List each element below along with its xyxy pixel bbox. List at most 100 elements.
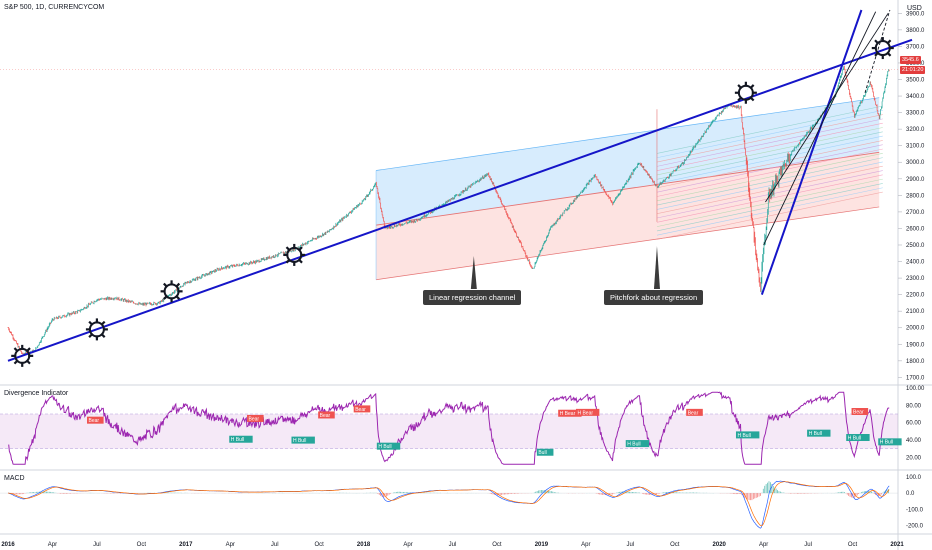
price-tick-label-7: 2400.0: [906, 260, 925, 266]
time-tick-label-4: 2017: [179, 542, 193, 548]
pitchfork-line-20: [656, 105, 883, 154]
divergence-tag-bg-3: [353, 405, 371, 413]
time-tick-label-8: 2018: [357, 542, 371, 548]
price-tick-label-15: 3200.0: [906, 127, 925, 133]
regression-channel-upper-fill: [376, 97, 880, 226]
time-tick-label-11: Oct: [492, 542, 502, 548]
divergence-tag-label-12: H Bull: [627, 441, 640, 447]
divergence-tag-label-9: H Bull: [293, 438, 306, 444]
divergence-tag-bg-1: [247, 414, 264, 422]
price-tick-label-3: 2000.0: [906, 326, 925, 332]
price-tick-label-17: 3400.0: [906, 94, 925, 100]
divergence-tag-label-10: H Bull: [378, 444, 391, 450]
divergence-rsi-line: [8, 391, 890, 465]
divergence-tag-label-16: H Bull: [880, 440, 893, 446]
gear-marker-2: [160, 280, 183, 303]
time-tick-label-12: 2019: [535, 542, 549, 548]
divergence-tag-label-13: H Bull: [737, 433, 750, 439]
divergence-tag-bg-16: [878, 438, 902, 446]
gear-ring: [88, 321, 105, 338]
divergence-tick-label-4: 100.00: [906, 386, 925, 392]
pitchfork-line-9: [656, 153, 883, 202]
pitchfork-line-0: [656, 191, 883, 240]
time-tick-label-15: Oct: [670, 542, 680, 548]
price-tick-label-21: 3800.0: [906, 28, 925, 34]
macd-tick-label-3: 100.0: [906, 475, 922, 481]
divergence-tag-label-7: Bear: [853, 409, 864, 415]
pitchfork-line-17: [656, 118, 883, 167]
time-tick-label-1: Apr: [48, 542, 57, 548]
divergence-tick-label-3: 80.00: [906, 403, 922, 409]
annotation-pointer-linear: [470, 256, 477, 289]
price-tick-label-18: 3500.0: [906, 78, 925, 84]
time-tick-label-9: Apr: [403, 542, 412, 548]
gear-ring: [286, 246, 303, 263]
pitchfork-line-3: [656, 178, 883, 227]
pitchfork-line-15: [656, 127, 883, 176]
divergence-tag-label-15: H Bull: [848, 435, 861, 441]
pitchfork-line-12: [656, 140, 883, 189]
time-tick-label-0: 2016: [1, 542, 15, 548]
divergence-tick-label-0: 20.00: [906, 455, 922, 461]
price-tick-label-5: 2200.0: [906, 293, 925, 299]
regression-channel-center: [375, 151, 880, 226]
pitchfork-line-2: [656, 183, 883, 232]
gear-ring: [874, 40, 891, 57]
gear-marker-4: [734, 81, 757, 104]
pitchfork-line-14: [656, 131, 883, 180]
macd-histogram: [9, 481, 889, 501]
long-term-regression-line: [7, 38, 913, 362]
macd-title: MACD: [4, 475, 25, 482]
divergence-tag-bg-4: [558, 409, 582, 417]
last-price-tag: 3545.6: [900, 56, 921, 64]
divergence-tick-label-2: 60.00: [906, 421, 922, 427]
pitchfork-line-11: [656, 144, 883, 193]
time-tick-label-6: Jul: [271, 542, 279, 548]
time-tick-label-18: Jul: [804, 542, 812, 548]
divergence-tag-bg-8: [229, 435, 253, 443]
gear-marker-3: [283, 243, 306, 266]
divergence-tag-label-11: Bull: [538, 450, 546, 456]
divergence-tag-label-5: H Bear: [577, 410, 593, 416]
divergence-tag-label-6: Bear: [688, 410, 699, 416]
divergence-tag-bg-6: [686, 408, 703, 416]
time-tick-label-10: Jul: [449, 542, 457, 548]
time-tick-label-13: Apr: [581, 542, 590, 548]
price-tick-label-16: 3300.0: [906, 111, 925, 117]
time-tick-label-14: Jul: [626, 542, 634, 548]
pitchfork-line-10: [656, 148, 883, 197]
regression-channel-lower: [375, 206, 880, 281]
price-tick-label-8: 2500.0: [906, 243, 925, 249]
pitchfork-line-7: [656, 161, 883, 210]
pitchfork-line-8: [656, 157, 883, 206]
divergence-tag-bg-12: [625, 440, 650, 448]
divergence-tag-bg-11: [536, 448, 554, 456]
gear-ring: [163, 283, 180, 300]
divergence-tag-bg-10: [376, 442, 401, 450]
divergence-tag-label-2: Bear: [320, 413, 331, 419]
annotation-pitchfork: Pitchfork about regression: [604, 290, 704, 305]
divergence-tag-label-8: H Bull: [231, 437, 244, 443]
divergence-title: Divergence Indicator: [4, 390, 69, 397]
price-tick-label-11: 2800.0: [906, 193, 925, 199]
countdown-tag: 21:01:20: [900, 66, 926, 74]
annotation-linear-regression: Linear regression channel: [423, 290, 522, 305]
divergence-tag-bg-14: [807, 429, 831, 437]
macd-signal-line: [8, 481, 890, 527]
price-tick-label-20: 3700.0: [906, 44, 925, 50]
time-tick-label-7: Oct: [314, 542, 324, 548]
time-tick-label-20: 2021: [890, 542, 904, 548]
time-tick-label-3: Oct: [137, 542, 147, 548]
time-tick-label-5: Apr: [226, 542, 235, 548]
steep-trend-line: [760, 9, 863, 295]
divergence-tag-bg-9: [291, 436, 315, 444]
divergence-tag-label-0: Bear: [89, 418, 100, 424]
macd-tick-label-1: -100.0: [906, 507, 924, 513]
gear-ring: [737, 84, 754, 101]
regression-channel-upper: [375, 97, 880, 171]
time-tick-label-16: 2020: [713, 542, 727, 548]
price-tick-label-12: 2900.0: [906, 177, 925, 183]
divergence-tag-label-1: Bear: [249, 416, 260, 422]
